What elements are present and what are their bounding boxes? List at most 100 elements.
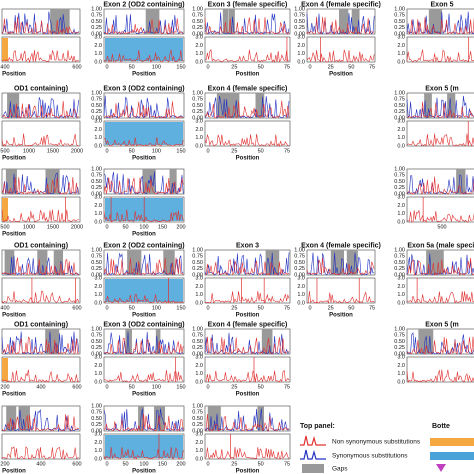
x-tick-label: 50 bbox=[258, 305, 264, 311]
trace bbox=[406, 17, 474, 35]
y-tick-label: 2.0 bbox=[94, 284, 102, 290]
panel-title: Exon 2 (OD2 containing) bbox=[103, 1, 184, 8]
legend: Top panel: Non synonymous substitutions … bbox=[300, 423, 474, 473]
trace bbox=[406, 133, 474, 147]
gap-block bbox=[428, 9, 443, 34]
y-tick-label: 1.00 bbox=[192, 247, 203, 253]
gap-block bbox=[53, 250, 64, 275]
gap-block bbox=[338, 9, 349, 34]
y-tick-label: 2.0 bbox=[195, 440, 203, 446]
trace bbox=[406, 369, 474, 383]
y-tick-label: 0.75 bbox=[192, 254, 203, 260]
y-tick-label: 0.75 bbox=[192, 333, 203, 339]
x-tick-label: 400 bbox=[0, 64, 9, 70]
y-tick-label: 0.25 bbox=[394, 109, 405, 115]
y-tick-label: 0.0 bbox=[94, 59, 102, 65]
bottom-plot-frame bbox=[204, 36, 291, 63]
x-tick-label: 150 bbox=[176, 305, 185, 311]
panel: Exon 3 0.000.250.500.751.00 0.0 1.0 2.0 3.0 0 2… bbox=[192, 242, 291, 319]
y-tick-label: 2.0 bbox=[94, 127, 102, 133]
panel-title: Exon 5 (m bbox=[425, 321, 458, 328]
y-tick-label: 2.0 bbox=[397, 284, 405, 290]
x-tick-label: 0 bbox=[206, 461, 209, 467]
panel-title: Exon 4 (female specific) bbox=[208, 321, 288, 328]
trace bbox=[1, 177, 79, 195]
y-tick-label: 2.0 bbox=[195, 127, 203, 133]
y-tick-label: 1.00 bbox=[192, 90, 203, 96]
y-tick-label: 0.25 bbox=[394, 185, 405, 191]
x-tick-label: 200 bbox=[176, 461, 185, 467]
x-axis-label: Position bbox=[2, 392, 26, 398]
x-tick-label: 50 bbox=[122, 461, 128, 467]
y-tick-label: 1.0 bbox=[195, 135, 203, 141]
y-tick-label: 3.0 bbox=[195, 431, 203, 437]
x-tick-label: 50 bbox=[129, 148, 135, 154]
x-axis-label: Position bbox=[329, 313, 353, 319]
gap-block bbox=[18, 406, 30, 431]
x-tick-label: 100 bbox=[152, 305, 161, 311]
y-tick-label: 0.00 bbox=[192, 115, 203, 121]
y-tick-label: 1.00 bbox=[394, 247, 405, 253]
y-tick-label: 2.0 bbox=[397, 127, 405, 133]
y-tick-label: 0.00 bbox=[91, 115, 102, 121]
x-tick-label: 0 bbox=[105, 148, 108, 154]
panel-title: Exon 2 (OD2 containing) bbox=[103, 242, 184, 249]
trace bbox=[1, 369, 80, 383]
gap-block bbox=[169, 169, 177, 194]
gap-block bbox=[163, 250, 175, 275]
trace bbox=[204, 252, 290, 276]
x-tick-label: 75 bbox=[284, 148, 290, 154]
panel: Exon 5 (m 0.000.250.500.751.00 0.0 1.0 2.0 3.… bbox=[394, 321, 474, 385]
y-tick-label: 0.0 bbox=[297, 300, 305, 306]
panel-title: Exon 3 (OD2 containing) bbox=[103, 321, 184, 328]
trace bbox=[204, 17, 290, 35]
panel-title: OD1 containing) bbox=[14, 242, 68, 249]
y-tick-label: 0.75 bbox=[192, 410, 203, 416]
x-axis-label: Position bbox=[132, 392, 156, 398]
gap-block bbox=[346, 250, 358, 275]
y-tick-label: 1.00 bbox=[394, 166, 405, 172]
panel: Exon 4 (female specific)0.000.250.500.75… bbox=[192, 321, 291, 398]
y-tick-label: 0.75 bbox=[394, 333, 405, 339]
x-axis-label: Position bbox=[329, 72, 353, 78]
y-tick-label: 0.00 bbox=[294, 272, 305, 278]
x-tick-label: 50 bbox=[258, 148, 264, 154]
trace bbox=[306, 257, 375, 276]
gap-block bbox=[4, 250, 15, 275]
top-plot-frame bbox=[103, 328, 185, 355]
trace bbox=[204, 133, 290, 147]
x-axis-label: Position bbox=[2, 469, 26, 474]
trace bbox=[103, 209, 184, 223]
bottom-plot-frame bbox=[1, 277, 81, 304]
legend-orange-bar bbox=[430, 438, 474, 446]
bottom-plot-frame bbox=[204, 356, 291, 383]
x-tick-label: 25 bbox=[231, 305, 237, 311]
x-tick-label: 200 bbox=[176, 224, 185, 230]
x-tick-label: 1500 bbox=[47, 148, 59, 154]
x-tick-label: 50 bbox=[348, 305, 354, 311]
y-tick-label: 0.75 bbox=[294, 13, 305, 19]
gap-block bbox=[424, 93, 432, 118]
x-tick-label: 50 bbox=[348, 64, 354, 70]
y-tick-label: 0.25 bbox=[91, 25, 102, 31]
y-tick-label: 0.0 bbox=[195, 143, 203, 149]
x-tick-label: 25 bbox=[328, 305, 334, 311]
panel: 0.000.250.500.751.00 0.0 1.0 2.0 3.0 0 50 100 15… bbox=[91, 403, 185, 474]
panel: OD1 containing) 500 1000 1500 2000 Position bbox=[0, 85, 83, 161]
y-tick-label: 1.0 bbox=[397, 211, 405, 217]
y-tick-label: 3.0 bbox=[195, 354, 203, 360]
trace bbox=[1, 446, 79, 460]
y-tick-label: 0.00 bbox=[91, 272, 102, 278]
x-tick-label: 200 bbox=[0, 461, 9, 467]
y-tick-label: 3.0 bbox=[397, 275, 405, 281]
x-axis-label: Position bbox=[132, 313, 156, 319]
y-tick-label: 0.25 bbox=[192, 109, 203, 115]
y-tick-label: 1.0 bbox=[397, 51, 405, 57]
x-axis-label: Position bbox=[132, 72, 156, 78]
x-tick-label: 0 bbox=[105, 305, 108, 311]
y-tick-label: 0.75 bbox=[192, 13, 203, 19]
y-tick-label: 1.00 bbox=[192, 326, 203, 332]
y-tick-label: 0.50 bbox=[192, 260, 203, 266]
y-tick-label: 2.0 bbox=[297, 284, 305, 290]
